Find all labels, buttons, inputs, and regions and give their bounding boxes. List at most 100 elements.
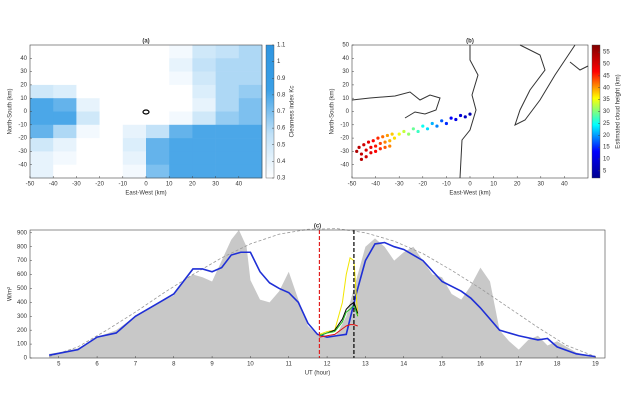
coastline bbox=[569, 61, 589, 71]
x-tick-label: -20 bbox=[95, 182, 104, 188]
x-tick-label: 9 bbox=[210, 362, 214, 368]
colorbar-tick-label: 0.4 bbox=[277, 159, 286, 165]
heat-cell bbox=[99, 71, 124, 86]
heat-cell bbox=[76, 71, 100, 86]
heat-cell bbox=[215, 84, 240, 99]
y-tick-label: 500 bbox=[17, 286, 28, 292]
x-tick-label: 40 bbox=[561, 182, 568, 188]
scatter-point bbox=[390, 132, 394, 136]
y-tick-label: 30 bbox=[20, 69, 27, 75]
heat-cell bbox=[169, 58, 193, 72]
x-tick-label: -50 bbox=[348, 182, 357, 188]
heat-cell bbox=[192, 138, 216, 152]
heat-cell bbox=[215, 98, 240, 112]
y-tick-label: 900 bbox=[17, 230, 28, 236]
heat-cell bbox=[215, 71, 240, 86]
heat-cell bbox=[30, 111, 54, 126]
scatter-point bbox=[355, 149, 359, 153]
heat-cell bbox=[146, 98, 170, 112]
heat-cell bbox=[192, 124, 216, 139]
x-tick-label: 10 bbox=[490, 182, 497, 188]
heat-cell bbox=[122, 164, 147, 179]
colorbar-tick-label: 10 bbox=[603, 157, 610, 163]
scatter-point bbox=[411, 127, 415, 131]
x-tick-label: -30 bbox=[72, 182, 81, 188]
scatter-point bbox=[383, 145, 387, 150]
x-tick-label: 7 bbox=[134, 362, 138, 368]
heat-cell bbox=[215, 151, 240, 165]
heat-cell bbox=[53, 151, 77, 165]
heat-cell bbox=[122, 138, 147, 152]
heat-cell bbox=[146, 84, 170, 99]
colorbar-tick-label: 35 bbox=[603, 97, 610, 103]
x-tick-label: -10 bbox=[442, 182, 451, 188]
x-tick-label: 8 bbox=[172, 362, 176, 368]
y-tick-label: 30 bbox=[342, 69, 349, 75]
chart-title: (a) bbox=[142, 39, 149, 45]
heat-cell bbox=[238, 98, 263, 112]
scatter-point bbox=[463, 115, 467, 119]
scatter-point bbox=[362, 143, 366, 147]
y-tick-label: 0 bbox=[24, 109, 28, 115]
colorbar-tick-label: 25 bbox=[603, 121, 610, 127]
y-tick-label: 40 bbox=[20, 56, 27, 62]
y-tick-label: 200 bbox=[17, 328, 28, 334]
series-line bbox=[319, 304, 359, 337]
heat-cell bbox=[215, 124, 240, 139]
heat-cell bbox=[53, 164, 77, 179]
heat-cell bbox=[169, 111, 193, 126]
heat-cell bbox=[192, 71, 216, 86]
scatter-point bbox=[378, 141, 382, 146]
heat-cell bbox=[192, 58, 216, 72]
heat-cell bbox=[146, 151, 170, 165]
y-tick-label: 50 bbox=[342, 43, 349, 49]
y-tick-label: -10 bbox=[18, 122, 27, 128]
heat-cell bbox=[215, 164, 240, 179]
scatter-point bbox=[376, 136, 380, 140]
heat-cell bbox=[169, 138, 193, 152]
y-tick-label: -40 bbox=[18, 162, 27, 168]
heat-cell bbox=[192, 84, 216, 99]
heat-cell bbox=[76, 98, 100, 112]
heat-cell bbox=[30, 45, 54, 59]
coastline bbox=[514, 44, 576, 126]
colorbar-tick-label: 55 bbox=[603, 50, 610, 56]
x-tick-label: 30 bbox=[537, 182, 544, 188]
heat-cell bbox=[122, 98, 147, 112]
x-tick-label: 17 bbox=[515, 362, 522, 368]
heat-cell bbox=[30, 138, 54, 152]
heat-cell bbox=[238, 84, 263, 99]
scatter-point bbox=[392, 136, 397, 140]
coastline bbox=[459, 45, 479, 179]
heat-cell bbox=[122, 58, 147, 72]
heat-cell bbox=[53, 111, 77, 126]
y-tick-label: 0 bbox=[346, 109, 350, 115]
heat-cell bbox=[76, 111, 100, 126]
heat-cell bbox=[192, 45, 216, 59]
heat-cell bbox=[76, 58, 100, 72]
scatter-point bbox=[421, 124, 425, 128]
scatter-point bbox=[364, 148, 368, 152]
heat-cell bbox=[238, 164, 263, 179]
x-tick-label: -40 bbox=[371, 182, 380, 188]
heat-cell bbox=[30, 151, 54, 165]
heat-cell bbox=[169, 84, 193, 99]
colorbar-tick-label: 0.6 bbox=[277, 126, 286, 132]
heat-cell bbox=[30, 98, 54, 112]
y-tick-label: 700 bbox=[17, 258, 28, 264]
heat-cell bbox=[30, 58, 54, 72]
heat-cell bbox=[146, 124, 170, 139]
scatter-point bbox=[383, 140, 387, 144]
heat-cell bbox=[99, 151, 124, 165]
y-axis-label: W/m² bbox=[8, 287, 14, 301]
x-tick-label: 15 bbox=[439, 362, 446, 368]
scatter-point bbox=[458, 113, 463, 118]
colorbar-tick-label: 0.9 bbox=[277, 76, 286, 82]
scatter-point bbox=[388, 139, 392, 143]
plots: -50 -40 -30 -20 -10 0 10 20 30 40-40-30-20-100102… bbox=[8, 39, 622, 377]
scatter-point bbox=[378, 147, 382, 151]
scatter-point bbox=[364, 155, 368, 159]
scatter-point bbox=[402, 129, 406, 134]
scatter-point bbox=[369, 145, 373, 150]
